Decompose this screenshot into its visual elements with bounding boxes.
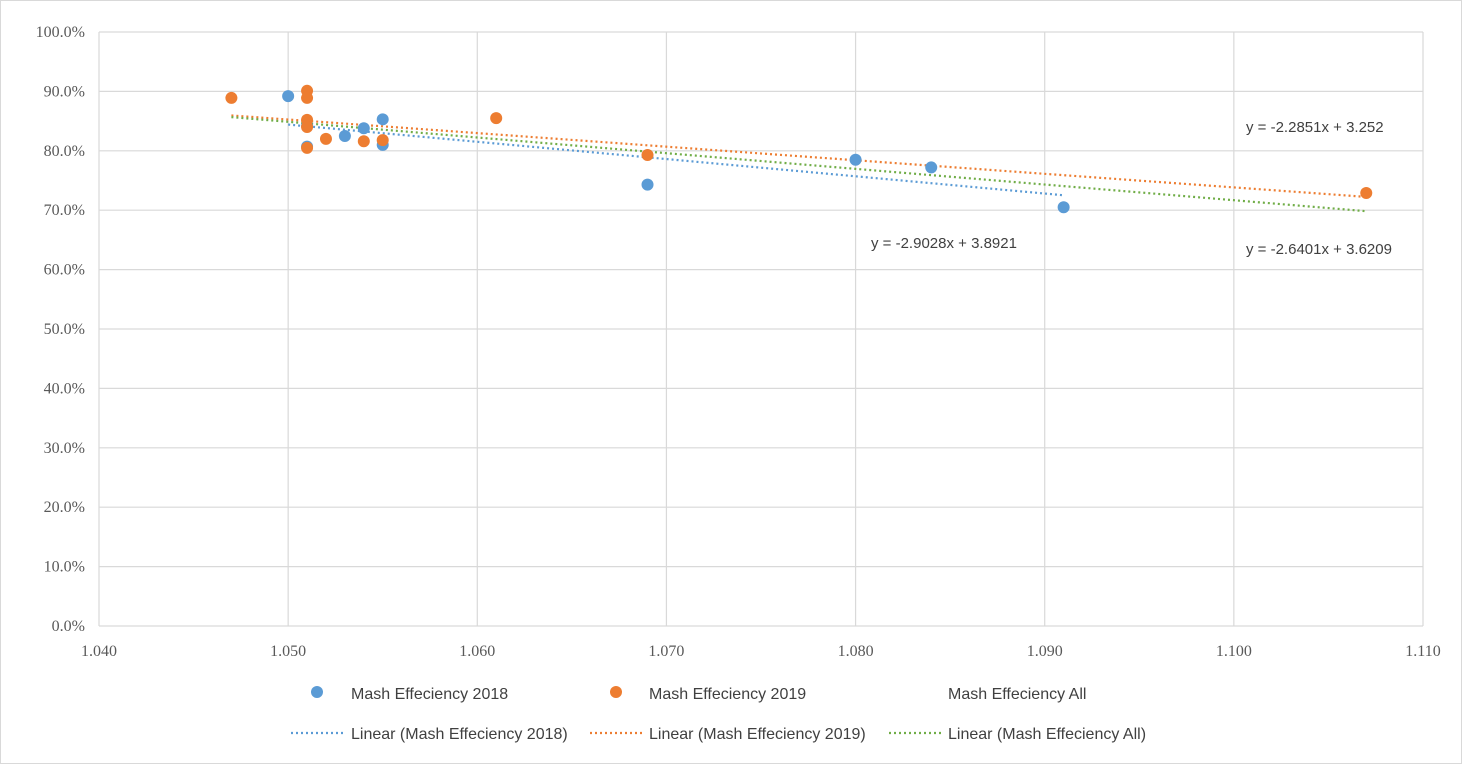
legend-label: Mash Effeciency 2018 bbox=[351, 686, 508, 703]
x-tick-label: 1.040 bbox=[81, 643, 117, 660]
y-axis-ticks: 0.0% 10.0% 20.0% 30.0% 40.0% 50.0% 60.0% 70.0% 8… bbox=[36, 24, 85, 635]
y-tick-label: 60.0% bbox=[44, 262, 85, 279]
legend-trend-label: Linear (Mash Effeciency 2018) bbox=[351, 726, 568, 743]
data-point bbox=[1360, 186, 1373, 199]
grid bbox=[98, 31, 1424, 627]
y-tick-label: 0.0% bbox=[52, 618, 85, 635]
y-tick-label: 100.0% bbox=[36, 24, 85, 41]
trendline-equation: y = -2.2851x + 3.252 bbox=[1246, 119, 1384, 136]
legend-trend-label: Linear (Mash Effeciency 2019) bbox=[649, 726, 866, 743]
trendline-equation: y = -2.9028x + 3.8921 bbox=[871, 235, 1017, 252]
data-point bbox=[925, 161, 938, 174]
data-point bbox=[1057, 201, 1070, 214]
y-tick-label: 90.0% bbox=[44, 83, 85, 100]
y-tick-label: 70.0% bbox=[44, 202, 85, 219]
data-point bbox=[641, 148, 654, 161]
data-point bbox=[357, 122, 370, 135]
trendline bbox=[231, 114, 1367, 198]
x-tick-label: 1.110 bbox=[1405, 643, 1440, 660]
legend-label: Mash Effeciency All bbox=[948, 686, 1086, 703]
data-point bbox=[641, 178, 654, 191]
y-tick-label: 50.0% bbox=[44, 321, 85, 338]
data-point bbox=[849, 153, 862, 166]
data-point bbox=[301, 121, 314, 134]
x-tick-label: 1.050 bbox=[270, 643, 306, 660]
data-points bbox=[225, 84, 1373, 214]
x-tick-label: 1.070 bbox=[648, 643, 684, 660]
x-tick-label: 1.080 bbox=[838, 643, 874, 660]
y-tick-label: 30.0% bbox=[44, 440, 85, 457]
legend-marker bbox=[610, 686, 622, 698]
legend-marker bbox=[311, 686, 323, 698]
legend-label: Mash Effeciency 2019 bbox=[649, 686, 806, 703]
trendline bbox=[231, 116, 1367, 213]
data-point bbox=[376, 113, 389, 126]
y-tick-label: 80.0% bbox=[44, 143, 85, 160]
trendline-equations: y = -2.9028x + 3.8921 y = -2.2851x + 3.25… bbox=[871, 119, 1392, 258]
data-point bbox=[376, 134, 389, 147]
data-point bbox=[490, 112, 503, 125]
trendline bbox=[288, 123, 1064, 197]
x-tick-label: 1.100 bbox=[1216, 643, 1252, 660]
data-point bbox=[319, 132, 332, 145]
y-tick-label: 20.0% bbox=[44, 499, 85, 516]
y-tick-label: 10.0% bbox=[44, 559, 85, 576]
data-point bbox=[301, 91, 314, 104]
trendline-equation: y = -2.6401x + 3.6209 bbox=[1246, 241, 1392, 258]
x-tick-label: 1.090 bbox=[1027, 643, 1063, 660]
legend: Mash Effeciency 2018 Mash Effeciency 2019… bbox=[291, 686, 1146, 743]
data-point bbox=[338, 129, 351, 142]
x-tick-label: 1.060 bbox=[459, 643, 495, 660]
data-point bbox=[282, 90, 295, 103]
y-tick-label: 40.0% bbox=[44, 380, 85, 397]
x-axis-ticks: 1.040 1.050 1.060 1.070 1.080 1.090 1.100 1.110 bbox=[81, 643, 1441, 660]
data-point bbox=[301, 141, 314, 154]
trendlines bbox=[231, 114, 1367, 213]
data-point bbox=[357, 135, 370, 148]
legend-trend-label: Linear (Mash Effeciency All) bbox=[948, 726, 1146, 743]
data-point bbox=[225, 91, 238, 104]
